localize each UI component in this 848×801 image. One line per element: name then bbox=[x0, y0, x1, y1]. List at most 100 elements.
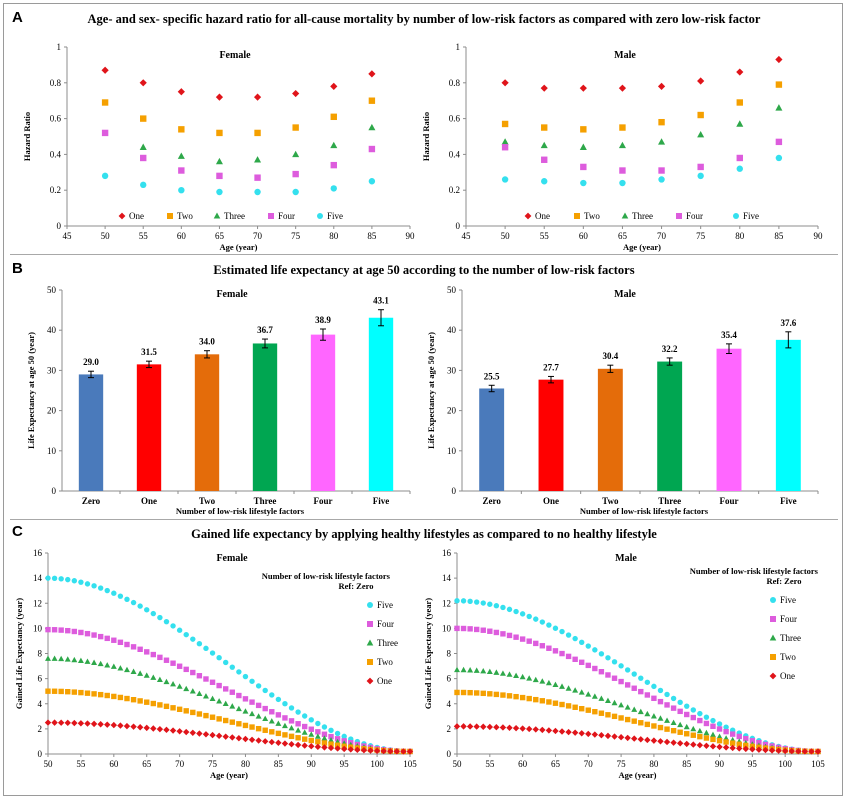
gain_male-point-five bbox=[651, 683, 657, 690]
gain_male-point-one bbox=[657, 738, 664, 745]
gain_male-point-two bbox=[710, 736, 716, 743]
chart-hr_male: 0 0.2 0.4 0.6 0.8 1 45 50 55 60 65 70 75 80 85 90 Male Ag… bbox=[421, 42, 823, 252]
gain_male-point-three bbox=[552, 681, 559, 688]
le_female-y-tick-label: 30 bbox=[47, 365, 57, 375]
gain_female-point-four bbox=[295, 721, 301, 727]
gain_male-point-four bbox=[559, 650, 565, 657]
gain_male-point-four bbox=[657, 698, 664, 705]
gain_female-point-two bbox=[117, 694, 124, 701]
hr_male-x-tick-label: 70 bbox=[657, 231, 667, 241]
gain_female-point-five bbox=[216, 655, 222, 661]
gain_male-point-two bbox=[723, 739, 729, 745]
gain_female-point-three bbox=[176, 683, 183, 689]
gain_female-point-one bbox=[163, 726, 170, 734]
gain_male-x-tick-label: 90 bbox=[715, 759, 725, 769]
gain_male-point-one bbox=[558, 728, 566, 735]
gain_female-point-one bbox=[281, 740, 289, 747]
gain_male-point-two bbox=[624, 716, 631, 723]
gain_male-point-two bbox=[644, 721, 651, 728]
gain_male-point-three bbox=[578, 689, 585, 695]
gain_female-point-one bbox=[314, 743, 322, 751]
gain_female-point-one bbox=[51, 719, 58, 726]
le_female-category-label-five: Five bbox=[373, 496, 390, 506]
gain_male-point-three bbox=[559, 683, 565, 689]
gain_male-point-two bbox=[736, 741, 742, 747]
gain_female-point-one bbox=[327, 744, 335, 752]
panel-title-a: Age- and sex- specific hazard ratio for … bbox=[87, 12, 761, 26]
gain_male-y-tick-label: 4 bbox=[447, 699, 452, 709]
gain_male-point-two bbox=[690, 732, 696, 738]
gain_male-point-two bbox=[611, 713, 618, 720]
gain_female-point-four bbox=[111, 637, 117, 643]
hr_male-point-four bbox=[619, 167, 626, 174]
gain_female-point-four bbox=[71, 628, 78, 635]
gain_male-point-two bbox=[585, 707, 591, 713]
gain_male-point-three bbox=[703, 729, 710, 736]
panel-title-b: Estimated life expectancy at age 50 acco… bbox=[213, 263, 635, 277]
gain_male-point-one bbox=[762, 746, 769, 754]
le_male-y-tick-label: 40 bbox=[447, 325, 457, 335]
gain_female-point-one bbox=[400, 748, 407, 755]
le_male-category-label-four: Four bbox=[720, 496, 739, 506]
gain_female-point-three bbox=[163, 678, 170, 685]
gain_male-point-one bbox=[611, 733, 618, 740]
hr_male-point-five bbox=[580, 179, 587, 187]
gain_male-point-two bbox=[605, 712, 611, 718]
gain_female-point-four bbox=[124, 641, 130, 648]
gain_male-point-three bbox=[532, 676, 539, 683]
gain_male-point-four bbox=[631, 685, 637, 691]
gain_female-point-four bbox=[262, 705, 268, 712]
hr_male-legend-marker-two bbox=[574, 213, 580, 219]
le_female-y-tick-label: 20 bbox=[47, 406, 57, 416]
gain_male-point-four bbox=[670, 705, 677, 711]
gain_female-legend-label-five: Five bbox=[377, 600, 393, 610]
gain_male-legend-subtitle: Ref: Zero bbox=[766, 576, 801, 586]
gain_female-ylabel: Gained Life Expectancy (year) bbox=[14, 598, 24, 709]
gain_male-point-four bbox=[519, 636, 526, 642]
gain_female-point-three bbox=[275, 720, 282, 726]
le_female-category-label-zero: Zero bbox=[82, 496, 101, 506]
gain_female-point-one bbox=[57, 719, 65, 726]
gain_female-point-three bbox=[71, 656, 78, 663]
le_male-y-tick-label: 10 bbox=[447, 446, 457, 456]
hr_male-point-one bbox=[501, 79, 509, 87]
gain_male-point-one bbox=[814, 748, 822, 755]
gain_female-point-five bbox=[341, 733, 347, 740]
gain_male-point-four bbox=[644, 692, 651, 698]
le_female-value-label-four: 38.9 bbox=[315, 315, 331, 325]
le_male-value-label-three: 32.2 bbox=[662, 344, 678, 354]
gain_male-point-four bbox=[743, 735, 749, 742]
gain_male-legend-marker-two bbox=[770, 654, 776, 660]
gain_female-point-one bbox=[123, 722, 131, 730]
hr_female-y-tick-label: 0.2 bbox=[50, 185, 61, 195]
le_female-y-tick-label: 40 bbox=[47, 325, 57, 335]
gain_female-point-one bbox=[90, 720, 98, 728]
gain_female-point-five bbox=[315, 720, 321, 727]
hr_female-point-five bbox=[368, 178, 376, 185]
le_male-xlabel: Number of low-risk lifestyle factors bbox=[580, 506, 709, 516]
gain_female-point-two bbox=[301, 736, 308, 742]
gain_female-point-one bbox=[340, 745, 348, 753]
gain_female-point-one bbox=[373, 747, 381, 755]
le_male-y-tick-label: 0 bbox=[452, 486, 457, 496]
le_female-value-label-three: 36.7 bbox=[257, 325, 273, 335]
gain_male-point-two bbox=[526, 695, 532, 702]
gain_female-point-two bbox=[97, 691, 104, 698]
gain_male-point-four bbox=[467, 626, 473, 632]
gain_male-point-one bbox=[578, 730, 585, 737]
gain_male-point-one bbox=[808, 748, 815, 755]
gain_male-point-three bbox=[611, 699, 618, 706]
gain_male-point-two bbox=[697, 733, 703, 740]
gain_female-point-three bbox=[235, 705, 242, 712]
hr_female-point-four bbox=[254, 174, 261, 181]
le_male-bar-four bbox=[716, 348, 742, 491]
chart-le_male: 0 10 20 30 40 50 25.5 Zero 27.7 One 30.4 Two 32.2 Thr… bbox=[426, 285, 819, 516]
gain_male-point-one bbox=[460, 723, 467, 730]
gain_male-point-one bbox=[670, 739, 677, 746]
hr_male-point-five bbox=[736, 165, 743, 172]
gain_female-point-three bbox=[45, 655, 51, 661]
gain_female-point-two bbox=[308, 737, 314, 744]
gain_female-legend-label-one: One bbox=[377, 676, 392, 686]
gain_female-point-one bbox=[222, 733, 229, 740]
